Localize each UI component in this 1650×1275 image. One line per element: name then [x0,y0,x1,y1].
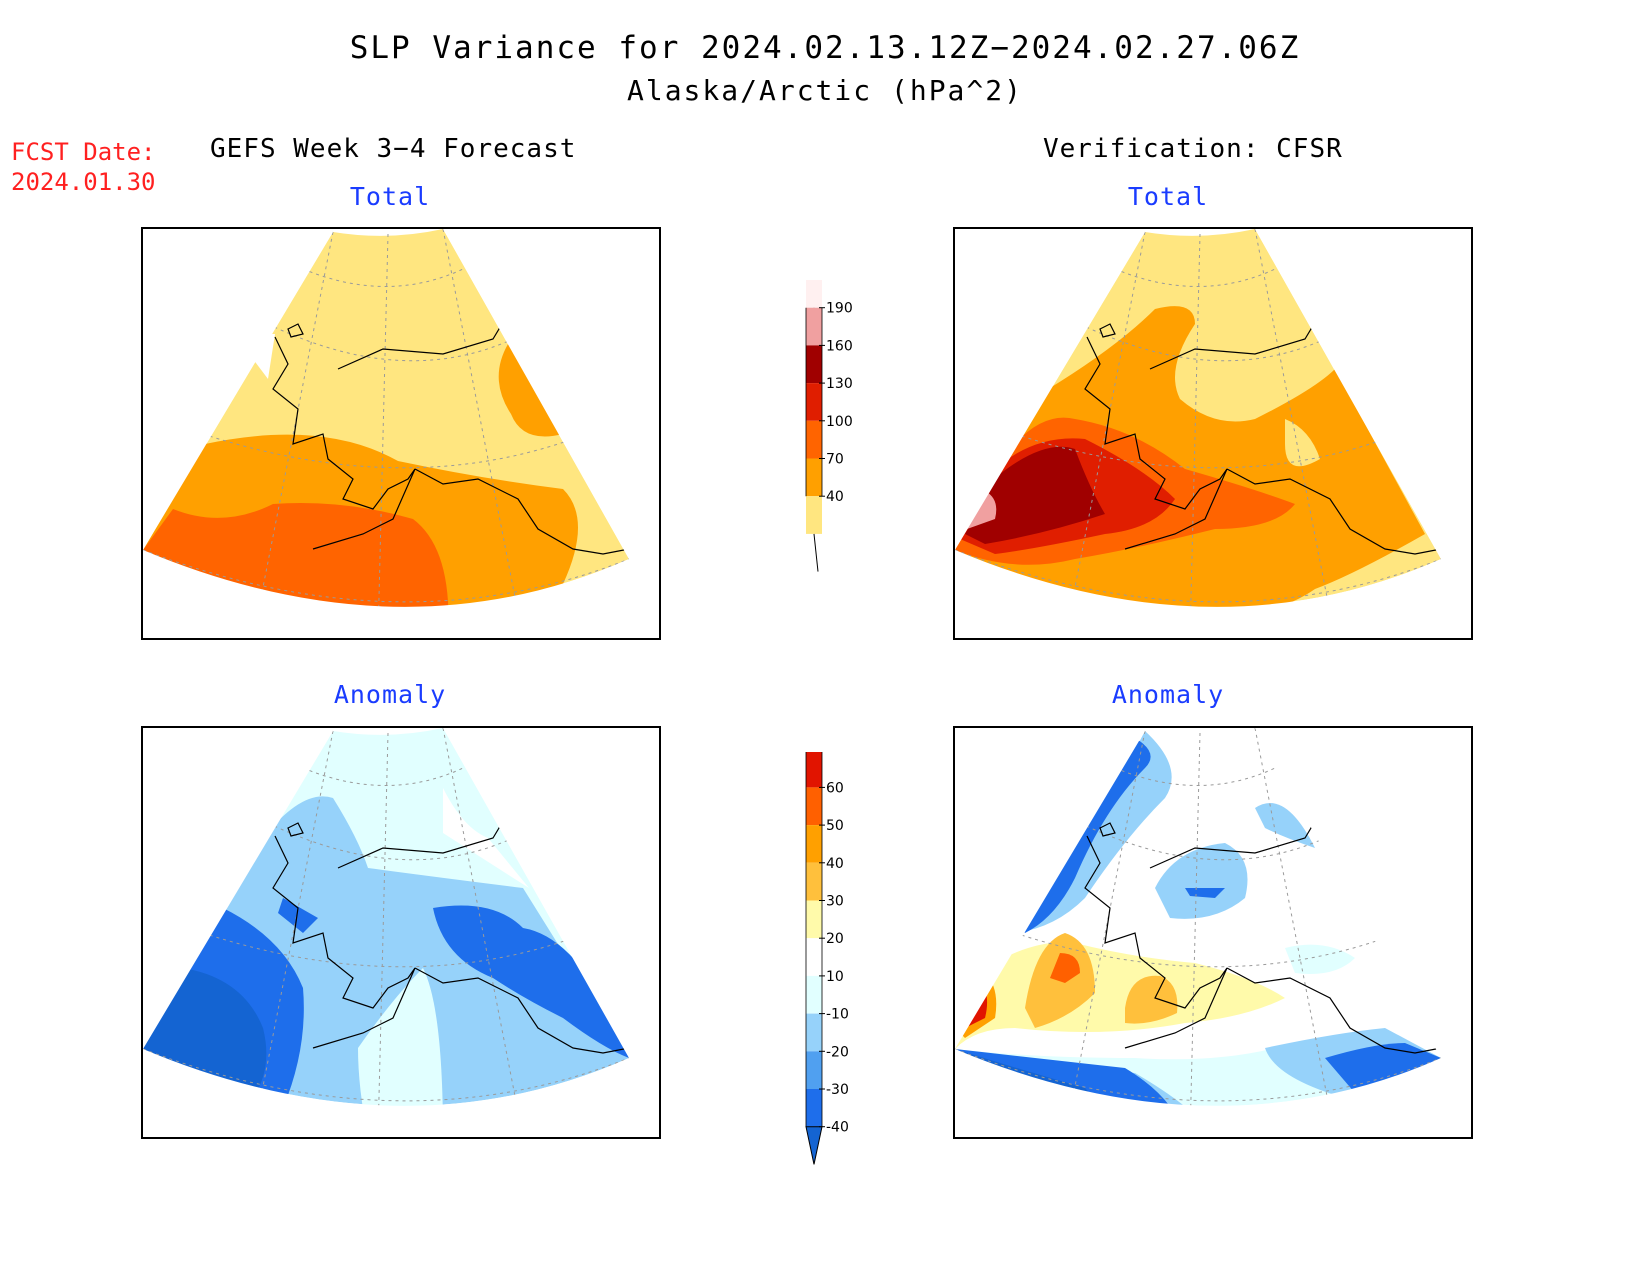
anomaly-colorbar-swatch [806,787,822,826]
anomaly-colorbar-label: -40 [826,1120,849,1136]
gefs-anomaly-subtitle: Anomaly [333,680,447,709]
anomaly-colorbar: -40 -30 -20 -10 10 20 30 40 50 60 [805,752,849,1165]
gefs-total-map [141,227,661,640]
total-colorbar-label: 190 [826,301,853,317]
cfsr-anomaly-subtitle: Anomaly [1111,680,1225,709]
anomaly-colorbar-label: 10 [826,969,844,985]
map-title: SLP Variance for 2024.02.13.12Z−2024.02.… [349,30,1301,66]
cfsr-total-map [953,227,1473,640]
total-colorbar: 4070100130160190220 [805,280,853,572]
anomaly-colorbar-bottom-triangle [805,1126,823,1165]
gefs-anomaly-map [141,726,661,1139]
total-colorbar-outline [805,307,823,497]
map-fill [955,229,1441,617]
anomaly-colorbar-label: -10 [826,1007,849,1023]
anomaly-colorbar-swatch [806,752,822,788]
anomaly-colorbar-label: -20 [826,1044,849,1060]
coastline [272,811,630,1054]
graticule [955,728,1442,1137]
anomaly-colorbar-swatch [806,1013,822,1052]
cfsr-total-subtitle: Total [1127,182,1209,211]
coastline [1084,312,1442,555]
anomaly-colorbar-label: 20 [826,931,844,947]
gefs-header: GEFS Week 3−4 Forecast [210,134,577,164]
map-subtitle: Alaska/Arctic (hPa^2) [626,74,1023,107]
anomaly-colorbar-swatch [806,825,822,863]
anomaly-colorbar-swatch [806,975,822,1014]
anomaly-colorbar-swatch [806,862,822,901]
anomaly-colorbar-label: 40 [826,856,844,872]
total-colorbar-label: 160 [826,338,853,354]
forecast-date-label: FCST Date: [11,138,156,166]
anomaly-colorbar-swatch [806,938,822,976]
total-colorbar-label: 70 [826,452,844,468]
total-colorbar-bottom-cap [813,533,819,572]
forecast-date-value: 2024.01.30 [11,168,156,196]
total-colorbar-swatch [806,458,822,497]
total-colorbar-swatch [806,307,822,346]
total-colorbar-swatch [806,496,822,534]
map-fill [143,728,629,1137]
total-colorbar-label: 40 [826,489,844,505]
total-colorbar-swatch [806,420,822,459]
anomaly-colorbar-label: 30 [826,894,844,910]
total-colorbar-label: 100 [826,414,853,430]
total-colorbar-swatch [806,383,822,421]
total-colorbar-swatch [806,280,822,308]
total-colorbar-swatch [806,345,822,384]
gefs-total-subtitle: Total [349,182,431,211]
graticule [955,229,1442,638]
anomaly-colorbar-swatch [806,1089,822,1127]
graticule [143,728,630,1137]
total-colorbar-label: 130 [826,376,853,392]
anomaly-colorbar-label: 50 [826,818,844,834]
anomaly-colorbar-swatch [806,900,822,939]
anomaly-colorbar-label: 60 [826,780,844,796]
anomaly-colorbar-swatch [806,1051,822,1089]
cfsr-anomaly-map [953,726,1473,1139]
cfsr-header: Verification: CFSR [1043,134,1343,164]
graticule [143,229,630,638]
anomaly-colorbar-label: -30 [826,1082,849,1098]
